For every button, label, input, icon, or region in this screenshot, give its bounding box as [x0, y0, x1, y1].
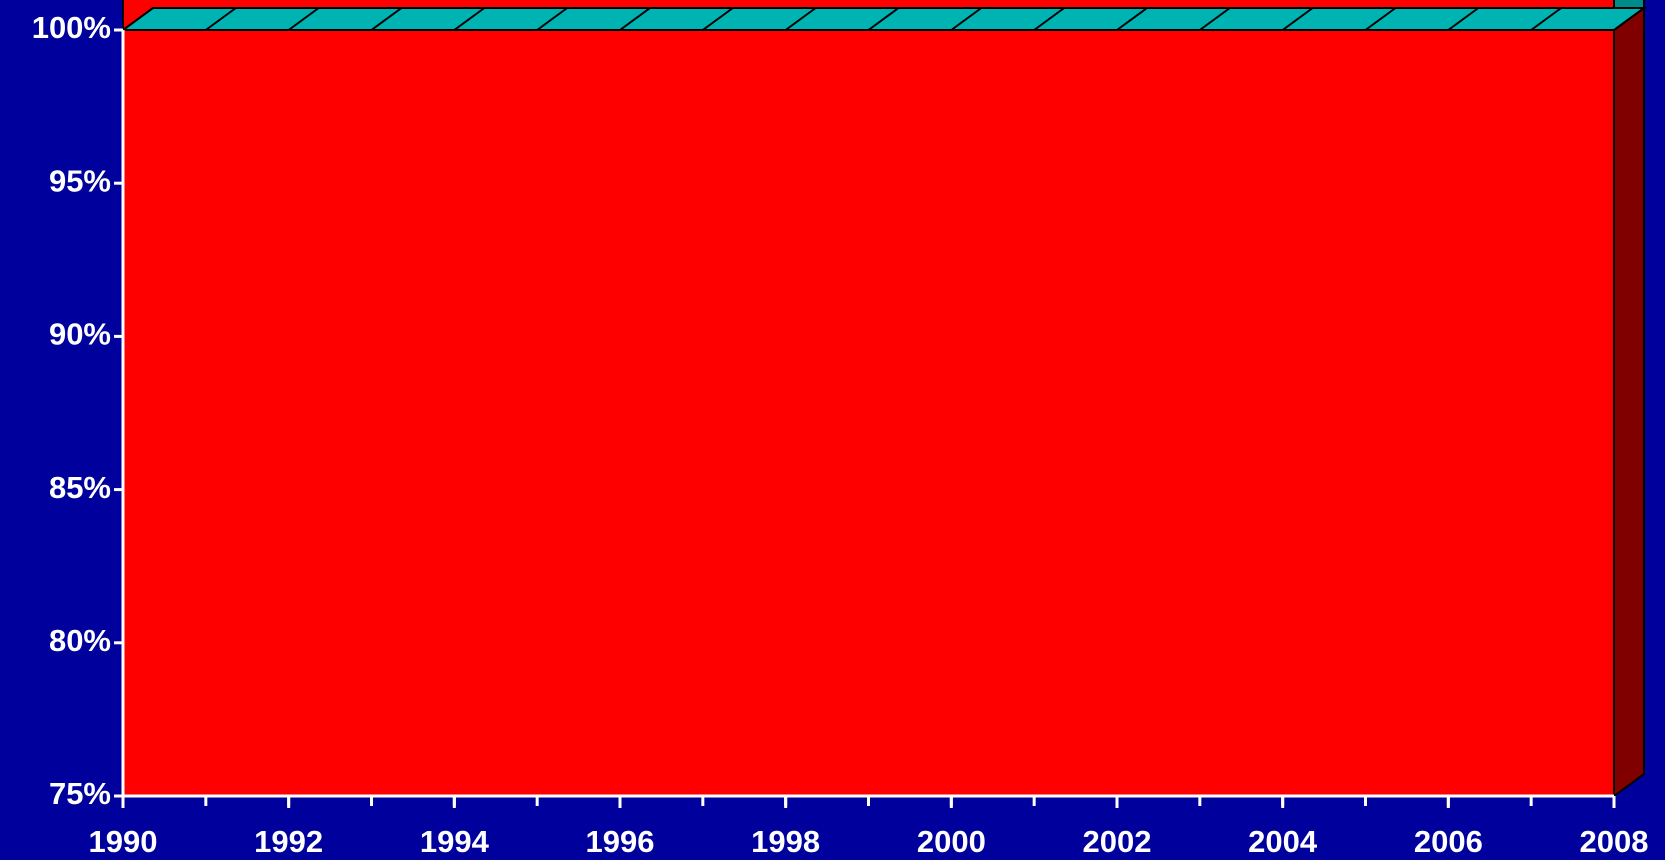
top-face-hatch — [867, 7, 900, 31]
top-face-hatch — [1116, 7, 1148, 31]
y-tick-label: 75% — [49, 776, 111, 811]
top-face-hatch — [702, 7, 734, 31]
x-tick-label: 1994 — [420, 824, 490, 859]
x-tick-label: 1998 — [751, 824, 820, 859]
side-face — [1613, 6, 1645, 798]
x-tick-label: 1990 — [89, 824, 158, 859]
y-tick-label: 95% — [49, 163, 111, 198]
top-face-hatch — [453, 7, 485, 31]
top-face-hatch — [536, 7, 568, 31]
y-tick-label: 80% — [49, 623, 111, 658]
top-face-hatch — [1033, 7, 1065, 31]
top-face-hatch — [370, 7, 403, 31]
y-tick-label: 100% — [32, 10, 111, 45]
top-face-hatch — [122, 7, 154, 31]
top-face-hatch — [619, 7, 651, 31]
top-face-hatch — [950, 7, 982, 31]
area — [122, 0, 1615, 797]
top-face-hatch — [1282, 7, 1314, 31]
top-face-hatch — [1613, 7, 1645, 31]
y-tick-label: 85% — [49, 470, 111, 505]
top-face-hatch — [288, 7, 320, 31]
x-tick-label: 2004 — [1248, 824, 1318, 859]
x-tick-label: 2002 — [1083, 824, 1152, 859]
x-tick-label: 1996 — [586, 824, 655, 859]
top-face-hatch — [1447, 7, 1479, 31]
top-face-hatch — [1530, 7, 1562, 31]
top-face-hatch — [1199, 7, 1231, 31]
x-tick-label: 2000 — [917, 824, 986, 859]
top-face-hatch — [1364, 7, 1397, 31]
x-tick-label: 1992 — [254, 824, 323, 859]
top-face-hatch — [205, 7, 237, 31]
y-tick-label: 90% — [49, 317, 111, 352]
top-face-hatch — [785, 7, 817, 31]
x-tick-label: 2006 — [1414, 824, 1483, 859]
x-tick-label: 2008 — [1580, 824, 1649, 859]
